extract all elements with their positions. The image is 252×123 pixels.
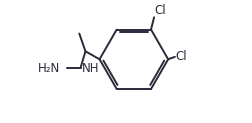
Text: NH: NH: [81, 62, 99, 75]
Text: H₂N: H₂N: [38, 62, 60, 75]
Text: Cl: Cl: [174, 50, 186, 63]
Text: Cl: Cl: [154, 4, 165, 17]
